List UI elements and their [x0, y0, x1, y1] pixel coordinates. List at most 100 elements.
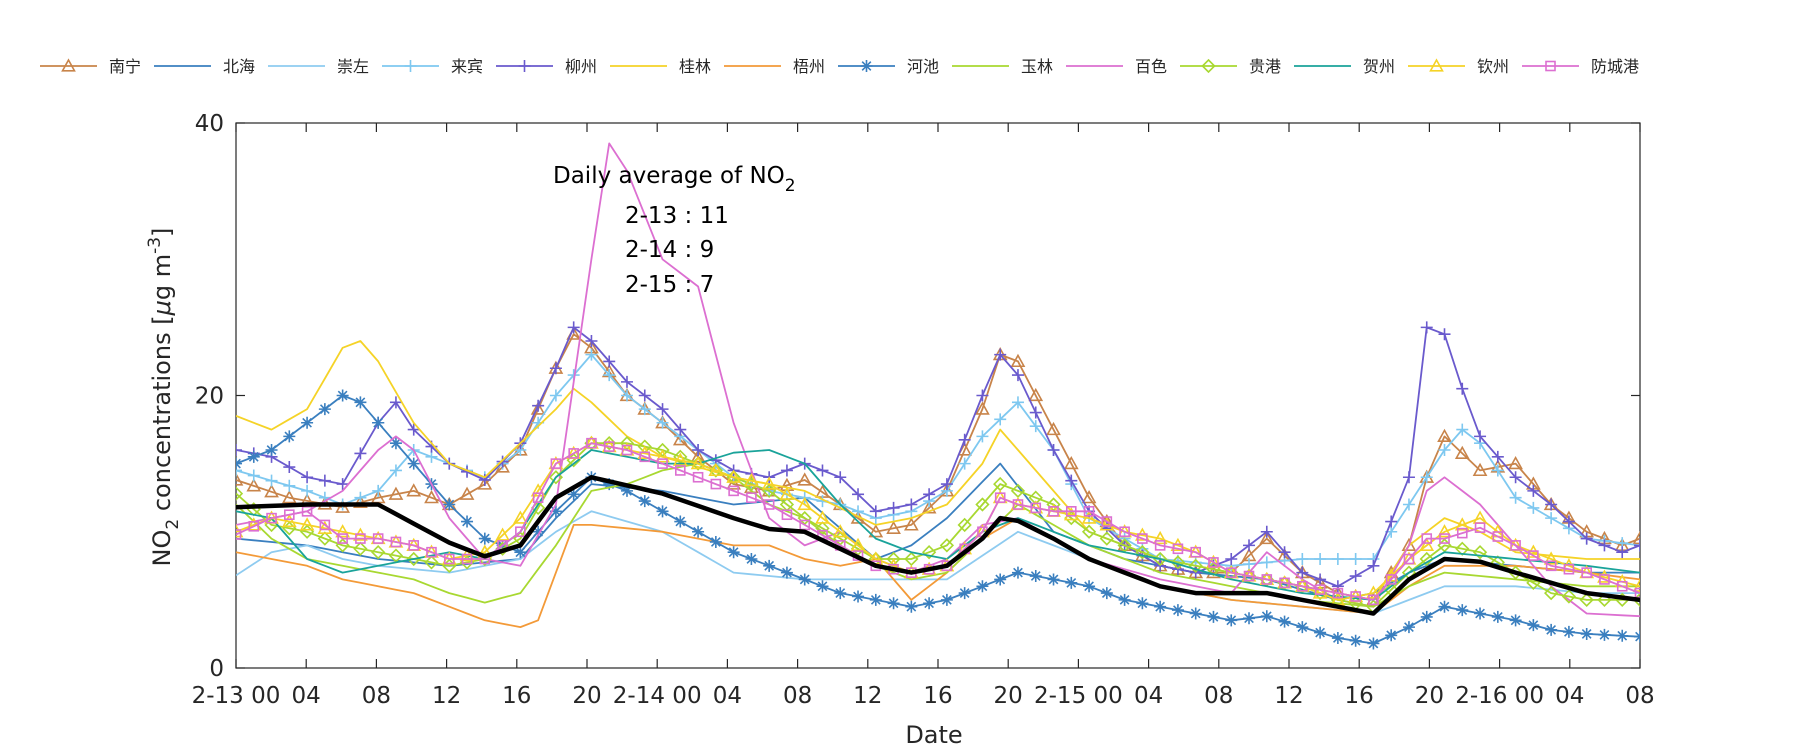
data-point: [478, 532, 491, 545]
data-point: [1419, 551, 1434, 567]
plot-area: [235, 122, 1641, 669]
legend-label: 贺州: [1363, 57, 1395, 76]
data-point: [692, 444, 705, 456]
data-point: [336, 389, 349, 402]
data-point: [550, 458, 562, 469]
data-point: [1243, 539, 1256, 552]
data-point: [869, 505, 882, 518]
legend-label: 北海: [223, 57, 255, 76]
legend-item: 钦州: [1408, 57, 1509, 76]
legend-marker: [1545, 60, 1556, 72]
data-point: [336, 478, 349, 491]
data-point: [994, 573, 1007, 586]
x-tick-label: 04: [292, 683, 321, 709]
data-point: [1527, 484, 1540, 497]
data-point: [690, 449, 706, 463]
data-point: [976, 389, 989, 402]
annotation-line-1: 2-13 : 11: [625, 203, 729, 229]
x-tick-label: 08: [362, 683, 391, 709]
data-point: [408, 540, 420, 551]
data-point: [1598, 539, 1611, 552]
data-point: [1100, 587, 1113, 600]
data-point: [284, 509, 295, 521]
data-point: [353, 494, 368, 509]
x-tick-label: 08: [1625, 683, 1654, 709]
data-point: [1491, 610, 1504, 623]
data-point: [335, 524, 350, 538]
data-point: [236, 529, 242, 540]
legend-item: 梧州: [724, 57, 825, 76]
series-百色: [236, 142, 1640, 618]
data-point: [994, 348, 1007, 361]
data-point: [1278, 615, 1291, 628]
legend-label: 钦州: [1477, 57, 1509, 76]
data-point: [887, 597, 900, 610]
data-point: [1439, 533, 1450, 544]
data-point: [1314, 553, 1327, 565]
y-axis-title: NO2 concentrations [μg m-3]: [145, 228, 183, 567]
data-point: [1420, 321, 1433, 334]
data-point: [834, 587, 847, 600]
data-point: [1137, 533, 1148, 544]
legend-label: 南宁: [109, 57, 141, 76]
data-point: [318, 474, 331, 487]
data-point: [1030, 502, 1042, 514]
x-tick-label: 04: [1134, 683, 1163, 709]
x-tick-label: 08: [1204, 683, 1233, 709]
data-point: [512, 510, 528, 524]
data-point: [1454, 445, 1470, 460]
legend-label: 柳州: [565, 57, 597, 76]
x-tick-label: 16: [502, 683, 531, 709]
data-point: [1527, 619, 1540, 632]
data-point: [407, 423, 420, 436]
data-point: [1260, 525, 1273, 538]
legend-marker: [860, 60, 873, 72]
data-point: [1634, 539, 1640, 552]
x-axis-title: Date: [905, 721, 962, 749]
data-point: [265, 444, 278, 456]
x-tick-label: 2-14 00: [613, 683, 702, 709]
data-point: [602, 436, 617, 451]
data-point: [1510, 540, 1521, 551]
data-point: [1419, 537, 1435, 551]
data-point: [246, 478, 262, 492]
data-point: [1598, 628, 1611, 641]
data-point: [1314, 626, 1327, 639]
data-point: [815, 510, 830, 524]
legend-label: 崇左: [337, 57, 369, 76]
data-point: [780, 566, 793, 579]
data-point: [1029, 406, 1042, 419]
data-point: [281, 513, 297, 528]
data-point: [745, 553, 758, 565]
data-point: [939, 538, 955, 553]
legend-label: 防城港: [1591, 57, 1639, 76]
data-point: [923, 597, 936, 610]
data-point: [549, 505, 562, 518]
data-point: [515, 526, 526, 538]
x-tick-label: 20: [572, 683, 601, 709]
data-point: [1634, 630, 1640, 643]
x-tick-label: 2-15 00: [1034, 683, 1123, 709]
data-point: [692, 525, 705, 538]
data-point: [406, 483, 422, 497]
data-point: [816, 580, 829, 593]
data-point: [726, 476, 741, 490]
data-point: [1029, 420, 1042, 433]
data-point: [708, 462, 724, 477]
legend-item: 崇左: [268, 57, 369, 76]
data-point: [443, 498, 456, 511]
data-point: [1508, 455, 1523, 470]
data-point: [958, 457, 971, 470]
data-point: [337, 533, 348, 544]
data-point: [1492, 531, 1504, 542]
data-point: [1028, 387, 1044, 402]
data-point: [761, 476, 777, 490]
data-point: [1545, 498, 1558, 511]
data-point: [1438, 600, 1451, 613]
data-point: [620, 389, 633, 402]
data-point: [318, 403, 331, 416]
data-point: [957, 517, 972, 533]
data-point: [675, 465, 686, 476]
data-point: [236, 457, 242, 470]
data-point: [799, 519, 811, 531]
